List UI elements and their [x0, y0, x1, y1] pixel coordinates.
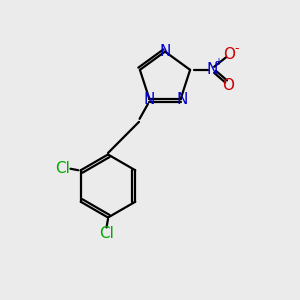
Text: N: N [159, 44, 171, 59]
Text: Cl: Cl [99, 226, 114, 242]
Text: N: N [176, 92, 188, 107]
Text: -: - [234, 42, 239, 55]
Text: N: N [206, 62, 218, 77]
Text: +: + [214, 57, 222, 67]
Text: N: N [144, 92, 155, 107]
Text: O: O [222, 78, 234, 93]
Text: O: O [223, 47, 235, 62]
Text: Cl: Cl [55, 161, 70, 176]
